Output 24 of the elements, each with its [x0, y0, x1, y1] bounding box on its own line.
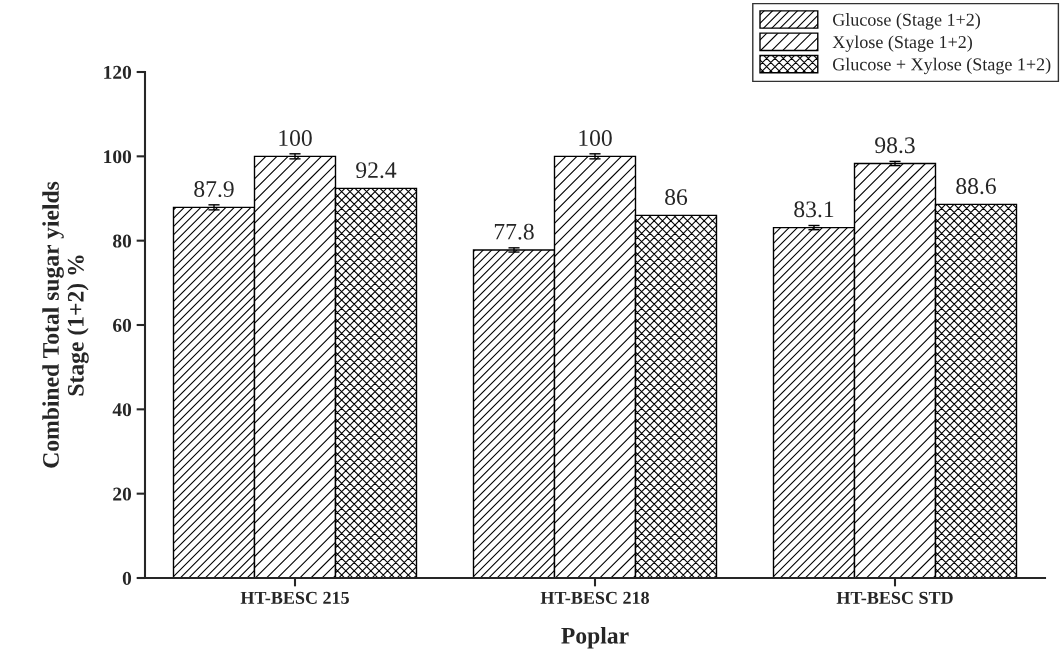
data-label: 88.6 [956, 178, 996, 195]
data-label: 83.1 [794, 201, 834, 218]
y-tick-label: 120 [104, 65, 132, 79]
y-tick-label: 20 [113, 487, 132, 501]
data-label: 86 [665, 189, 688, 206]
data-label: 92.4 [356, 162, 397, 179]
legend-label: Xylose (Stage 1+2) [832, 35, 972, 52]
data-label: 77.8 [494, 223, 534, 240]
legend-label: Glucose (Stage 1+2) [832, 13, 981, 30]
y-axis-title: Combined Total sugar yields Stage (1+2) % [42, 181, 89, 468]
x-tick-label: HT-BESC STD [836, 591, 953, 604]
y-tick-label: 0 [122, 571, 132, 585]
y-tick-label: 60 [113, 318, 132, 332]
y-tick-label: 40 [112, 403, 132, 417]
data-label: 98.3 [875, 137, 915, 154]
y-tick-label: 100 [104, 150, 132, 164]
legend-label: Glucose + Xylose (Stage 1+2) [832, 57, 1051, 75]
y-tick-label: 80 [113, 234, 132, 248]
x-tick-label: HT-BESC 218 [540, 591, 650, 604]
x-axis-title: Poplar [561, 627, 629, 649]
data-label: 87.9 [194, 181, 234, 198]
data-label: 100 [579, 130, 612, 146]
data-label: 100 [279, 130, 312, 146]
x-tick-label: HT-BESC 215 [240, 591, 349, 604]
